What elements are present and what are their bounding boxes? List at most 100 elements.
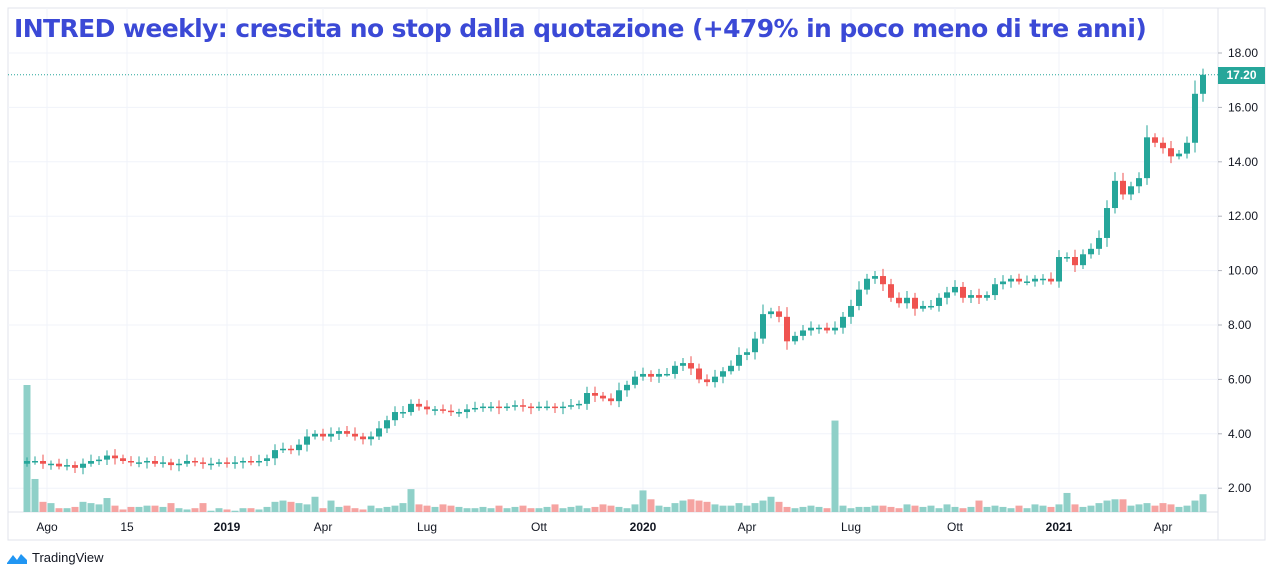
- y-tick-label: 14.00: [1228, 155, 1258, 169]
- candle-body: [1152, 137, 1158, 143]
- volume-bar: [647, 499, 655, 512]
- volume-bar: [343, 505, 351, 512]
- candle-body: [1056, 257, 1062, 282]
- candle-body: [536, 406, 542, 409]
- candle-body: [400, 412, 406, 414]
- candle-body: [528, 406, 534, 409]
- volume-bar: [159, 506, 167, 512]
- volume-bar: [327, 500, 335, 512]
- tradingview-logo[interactable]: TradingView: [6, 550, 104, 565]
- volume-bar: [655, 505, 663, 512]
- candle-body: [32, 461, 38, 463]
- candle-body: [472, 407, 478, 410]
- volume-bar: [863, 506, 871, 512]
- volume-bar: [791, 508, 799, 512]
- volume-bar: [983, 506, 991, 512]
- candle-body: [568, 405, 574, 407]
- volume-bar: [311, 496, 319, 512]
- candle-body: [616, 390, 622, 402]
- volume-bar: [903, 504, 911, 512]
- volume-bar: [495, 505, 503, 512]
- candle-body: [1192, 93, 1198, 143]
- candle-body: [1112, 180, 1118, 209]
- candle-body: [208, 463, 214, 466]
- volume-bar: [487, 508, 495, 512]
- candle-body: [784, 316, 790, 342]
- volume-bar: [1031, 504, 1039, 512]
- candle-body: [840, 316, 846, 328]
- volume-bar: [599, 504, 607, 512]
- volume-bar: [967, 506, 975, 512]
- volume-bar: [551, 504, 559, 512]
- y-tick-label: 6.00: [1228, 372, 1252, 386]
- volume-bar: [703, 501, 711, 512]
- volume-bar: [503, 508, 511, 512]
- volume-bar: [919, 506, 927, 512]
- candle-body: [552, 406, 558, 409]
- volume-bar: [223, 509, 231, 512]
- candle-body: [216, 462, 222, 464]
- volume-bar: [991, 505, 999, 512]
- candle-body: [672, 365, 678, 374]
- candle-body: [640, 373, 646, 377]
- candle-body: [192, 461, 198, 463]
- y-tick-label: 16.00: [1228, 100, 1258, 114]
- candle-body: [40, 461, 46, 464]
- candle-body: [768, 311, 774, 315]
- volume-bar: [367, 505, 375, 512]
- volume-bar: [511, 506, 519, 512]
- volume-bar: [1087, 505, 1095, 512]
- volume-bar: [519, 505, 527, 512]
- volume-bar: [927, 505, 935, 512]
- volume-bar: [151, 505, 159, 512]
- volume-bar: [1039, 505, 1047, 512]
- volume-bar: [103, 498, 111, 512]
- candle-body: [824, 327, 830, 331]
- y-tick-label: 4.00: [1228, 427, 1252, 441]
- candle-body: [24, 461, 30, 464]
- volume-bar: [63, 508, 71, 512]
- volume-bar: [463, 508, 471, 512]
- candle-body: [88, 461, 94, 464]
- volume-bar: [911, 505, 919, 512]
- candle-body: [80, 463, 86, 468]
- candle-body: [520, 405, 526, 407]
- volume-bar: [671, 503, 679, 512]
- volume-bar: [887, 506, 895, 512]
- x-tick-label: 2021: [1046, 520, 1073, 534]
- last-price-badge: 17.20: [1218, 67, 1265, 84]
- candle-body: [56, 463, 62, 467]
- volume-bar: [583, 508, 591, 512]
- volume-bar: [631, 504, 639, 512]
- volume-bar: [1183, 505, 1191, 512]
- candle-body: [104, 455, 110, 460]
- volume-bar: [847, 508, 855, 512]
- volume-bar: [119, 509, 127, 512]
- x-tick-label: Lug: [841, 520, 861, 534]
- x-tick-label: Lug: [417, 520, 437, 534]
- candle-body: [1104, 208, 1110, 238]
- candle-body: [544, 406, 550, 409]
- volume-bar: [471, 508, 479, 512]
- volume-bar: [1071, 504, 1079, 512]
- volume-bar: [607, 505, 615, 512]
- volume-bar: [1007, 508, 1015, 512]
- volume-bar: [455, 506, 463, 512]
- volume-bar: [1103, 500, 1111, 512]
- candle-body: [864, 278, 870, 290]
- volume-bar: [23, 385, 31, 512]
- volume-bar: [1159, 503, 1167, 512]
- volume-bar: [575, 505, 583, 512]
- volume-bar: [1143, 503, 1151, 512]
- volume-bar: [1023, 508, 1031, 512]
- volume-bar: [423, 505, 431, 512]
- candle-body: [160, 462, 166, 464]
- candle-body: [584, 393, 590, 404]
- chart-title: INTRED weekly: crescita no stop dalla qu…: [14, 14, 1147, 43]
- volume-bar: [767, 496, 775, 512]
- candle-body: [280, 448, 286, 451]
- candle-body: [984, 295, 990, 298]
- volume-bar: [383, 506, 391, 512]
